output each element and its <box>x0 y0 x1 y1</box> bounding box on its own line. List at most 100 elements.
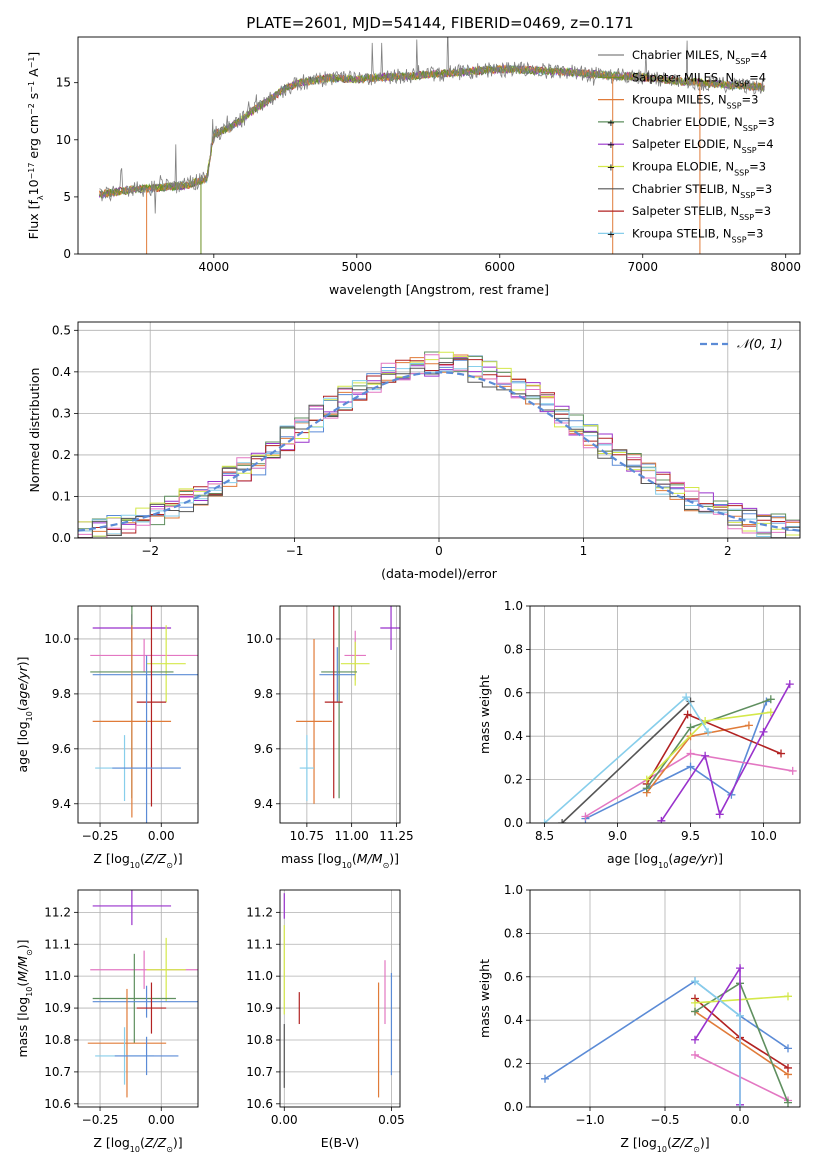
legend-label-sub: SSP <box>732 235 747 244</box>
x-axis-label-part: 10 <box>130 861 140 870</box>
legend-label: Kroupa MILES, NSSP=3 <box>632 93 758 111</box>
legend-entry: + Salpeter ELODIE, NSSP=4 <box>598 137 774 155</box>
x-tick-label: 0 <box>435 544 443 558</box>
legend-label-sub: SSP <box>743 123 758 132</box>
age-vs-mass-plot: 10.75 11.00 11.25 9.4 9.6 9.8 10.0 mass [log10(… <box>246 605 414 870</box>
y-tick-label: 0.0 <box>504 816 523 830</box>
weight-line <box>646 713 782 785</box>
legend-label-count: =3 <box>742 93 759 107</box>
legend-label-text: Salpeter MILES, N <box>632 70 734 84</box>
y-tick-label: 9.8 <box>52 687 71 701</box>
y-tick-label: 0.1 <box>52 489 71 503</box>
y-tick-label: 11.0 <box>246 969 273 983</box>
legend-label-sub: SSP <box>740 190 755 199</box>
y-axis-label: mass weight <box>477 675 492 754</box>
axes-frame <box>279 605 401 824</box>
legend-marker: + <box>607 140 615 151</box>
weight-marker <box>759 727 768 736</box>
legend-entry: Salpeter MILES, NSSP=4 <box>598 70 766 88</box>
x-tick-label: 8.5 <box>535 829 554 843</box>
spectrum-line <box>99 37 765 214</box>
legend-entry: + Kroupa STELIB, NSSP=3 <box>598 226 763 244</box>
x-tick-label: −1 <box>286 544 304 558</box>
y-tick-label: 0.4 <box>52 365 71 379</box>
legend-entry: + Chabrier ELODIE, NSSP=3 <box>598 115 775 132</box>
weight-marker <box>736 1011 744 1020</box>
y-axis-label-part: A <box>26 68 41 81</box>
weight-marker <box>784 1044 792 1053</box>
y-axis-label-part: )] <box>15 939 30 949</box>
x-axis-label-part: ⊙ <box>166 861 173 870</box>
mass-weight-vs-metallicity-plot: −1.0 −0.5 0.0 0.0 0.2 0.4 0.6 0.8 1.0 Z [log10(Z/… <box>477 883 801 1154</box>
error-bar-point <box>324 606 343 799</box>
x-tick-label: 0.00 <box>271 1113 298 1127</box>
y-tick-label: 1.0 <box>504 883 523 897</box>
weight-line <box>694 995 789 1004</box>
legend-label-sub: SSP <box>742 146 757 155</box>
y-axis-label-part: age/yr <box>15 665 30 706</box>
x-tick-label: 8000 <box>770 260 801 274</box>
y-tick-label: 0.5 <box>52 323 71 337</box>
x-axis-label-part: )] <box>173 851 183 866</box>
spectrum-plot: 4000 5000 6000 7000 8000 0 5 10 15 wavelength [An… <box>26 36 801 297</box>
weight-marker <box>777 749 786 758</box>
weight-marker <box>558 819 567 823</box>
y-tick-label: 10.6 <box>246 1097 273 1111</box>
weight-marker <box>784 992 792 1001</box>
weight-marker <box>691 998 699 1007</box>
weight-marker <box>691 1035 699 1044</box>
error-bar-point <box>114 1036 179 1076</box>
error-bar-point <box>380 606 400 650</box>
weight-marker <box>691 1007 699 1016</box>
x-tick-label: 4000 <box>199 260 230 274</box>
x-tick-label: 0.00 <box>148 829 175 843</box>
y-tick-label: 10.9 <box>246 1001 273 1015</box>
x-axis-label-part: ⊙ <box>383 861 390 870</box>
error-bar-point <box>92 890 172 926</box>
x-tick-label: 11.25 <box>379 829 413 843</box>
error-bar-point <box>92 625 172 818</box>
x-axis-label: (data-model)/error <box>381 566 498 581</box>
x-axis-label-part: 10 <box>657 1145 667 1154</box>
y-tick-label: 11.2 <box>44 905 71 919</box>
x-tick-label: 6000 <box>484 260 515 274</box>
x-tick-label: 5000 <box>342 260 373 274</box>
error-bar-point <box>92 953 176 1044</box>
legend-label: Chabrier ELODIE, NSSP=3 <box>632 115 775 132</box>
y-axis-label-part: erg cm <box>26 115 41 163</box>
legend-label-sub: SSP <box>734 79 749 88</box>
y-tick-label: 11.2 <box>246 905 273 919</box>
x-axis-label-part: ( <box>668 851 673 866</box>
weight-marker <box>784 1063 792 1072</box>
x-axis-label-part: ( <box>352 851 357 866</box>
x-axis-label-part: 10 <box>130 1145 140 1154</box>
y-tick-label: 10.8 <box>44 1033 71 1047</box>
y-tick-label: 1.0 <box>504 599 523 613</box>
histogram-step <box>78 354 800 538</box>
residual-histogram: −2 −1 0 1 2 0.0 0.1 0.2 0.3 0.4 0.5 (data-model)/er… <box>27 321 801 581</box>
y-tick-label: 0.2 <box>504 1057 523 1071</box>
y-tick-label: 0.8 <box>504 642 523 656</box>
y-tick-label: 11.1 <box>246 937 273 951</box>
y-axis-label: Normed distribution <box>27 368 42 493</box>
x-axis-label-part: ( <box>140 851 145 866</box>
x-axis-label-part: E(B-V) <box>321 1135 360 1150</box>
x-tick-label: 0.05 <box>378 1113 405 1127</box>
weight-line <box>544 695 709 823</box>
y-axis-label-part: λ <box>36 195 45 200</box>
weight-marker <box>715 810 724 819</box>
axes-frame <box>77 321 801 539</box>
y-tick-label: 0.6 <box>504 970 523 984</box>
mass-vs-ebv-plot: 0.00 0.05 10.6 10.7 10.8 10.9 11.0 11.1 11.2 E(B-… <box>246 889 405 1150</box>
weight-marker <box>766 695 775 704</box>
x-axis-label-part: M/M <box>357 851 383 866</box>
error-bar-point <box>136 982 167 1034</box>
x-tick-label: 7000 <box>627 260 658 274</box>
error-bar-point <box>87 988 167 1098</box>
y-tick-label: 9.6 <box>52 742 71 756</box>
weight-line <box>694 1054 789 1102</box>
y-axis-label: Flux [fλ10−17 erg cm−2 s−1 A−1] <box>26 52 45 240</box>
legend-label-sub: SSP <box>734 168 749 177</box>
weight-marker <box>736 964 744 973</box>
weight-line <box>660 683 791 822</box>
